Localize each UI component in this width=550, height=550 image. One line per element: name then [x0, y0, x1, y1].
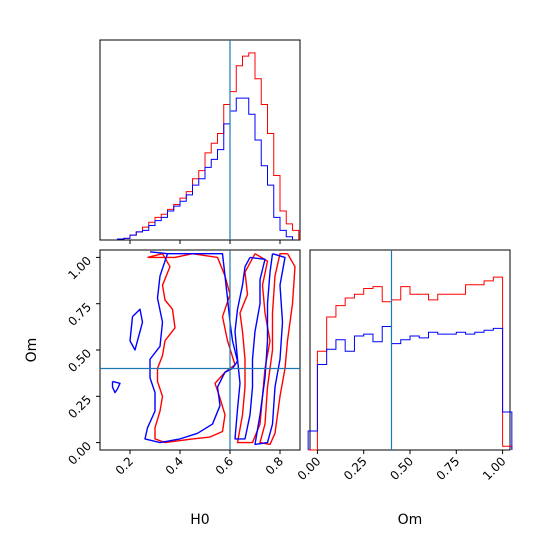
- contour-red-outer: [147, 253, 236, 444]
- om-y-tick-label-2: 0.50: [65, 346, 94, 375]
- contour-blue-outer: [144, 251, 239, 444]
- om-histogram-series-2: [307, 326, 513, 450]
- contour-red-outer2: [259, 253, 296, 446]
- om-x-tick-label-2: 0.50: [387, 454, 416, 483]
- om-x-tick-label-4: 1.00: [480, 454, 509, 483]
- contour-blue-blob: [111, 380, 121, 394]
- y-axis-label-om: Om: [24, 338, 40, 363]
- om-y-tick-label-1: 0.25: [65, 393, 94, 422]
- om-histogram-frame: [309, 249, 511, 451]
- om-histogram-series-1: [308, 276, 513, 451]
- contour-red-inner: [236, 253, 271, 444]
- h0-histogram-series-1: [117, 52, 300, 240]
- om-x-tick-label-0: 0.00: [295, 454, 324, 483]
- contour-blue-blob2: [129, 308, 144, 351]
- h0-tick-label-2: 0.6: [213, 454, 236, 477]
- h0-tick-label-0: 0.2: [113, 454, 136, 477]
- x-axis-label-h0: H0: [190, 512, 209, 528]
- h0-histogram-panel: [99, 39, 301, 241]
- h0-histogram-series-2: [117, 97, 293, 240]
- chart-marks: 0.2 0.4 0.6 0.8 0.00 0.00 0.25 0.25 0.50 0.50 0.75…: [65, 40, 513, 483]
- h0-tick-label-3: 0.8: [263, 454, 286, 477]
- om-y-tick-label-3: 0.75: [65, 300, 94, 329]
- h0-tick-label-1: 0.4: [163, 454, 186, 477]
- om-histogram-panel: [309, 249, 511, 451]
- om-x-tick-label-3: 0.75: [434, 454, 463, 483]
- h0-histogram-frame: [99, 39, 301, 241]
- contour-blue-inner: [234, 256, 266, 440]
- x-axis-label-om: Om: [398, 512, 423, 528]
- om-y-tick-label-4: 1.00: [65, 254, 94, 283]
- om-y-tick-label-0: 0.00: [65, 439, 94, 468]
- om-x-tick-label-1: 0.25: [341, 454, 370, 483]
- contour-blue-outer2: [254, 253, 286, 446]
